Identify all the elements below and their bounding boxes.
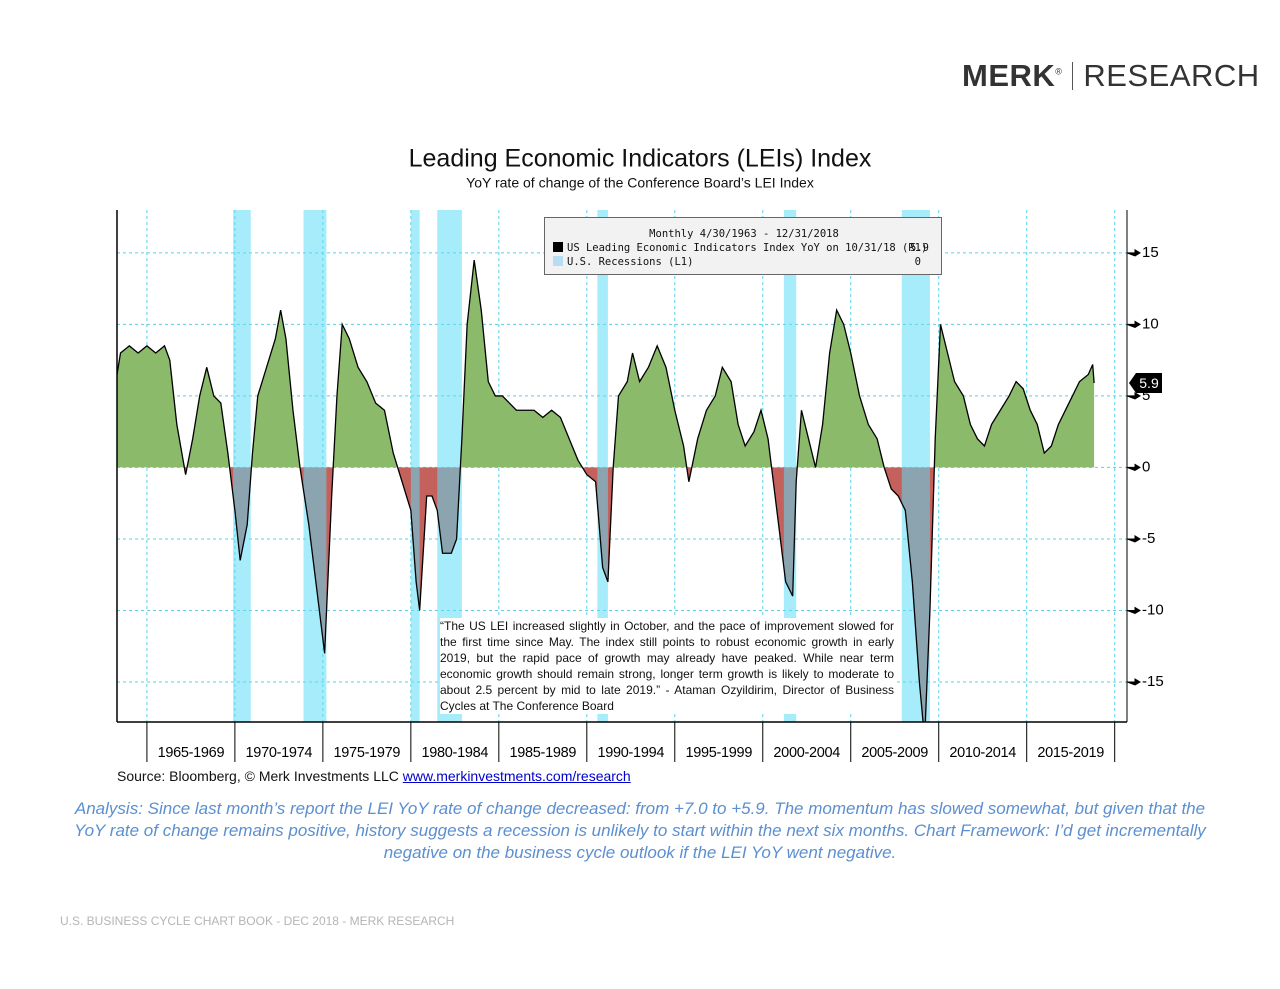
x-tick-label: 1995-1999 [685, 745, 752, 761]
recession-band [597, 210, 608, 722]
y-tick-label: -5 [1142, 530, 1155, 547]
legend-title: Monthly 4/30/1963 - 12/31/2018 [649, 228, 839, 240]
legend-swatch [553, 256, 563, 266]
x-tick-label: 2000-2004 [773, 745, 840, 761]
legend-value: 0 [914, 256, 921, 268]
legend-item: US Leading Economic Indicators Index YoY… [553, 242, 935, 256]
line [117, 259, 1095, 722]
legend-value: 5.9 [910, 242, 929, 254]
logo-right: RESEARCH [1083, 58, 1260, 93]
x-tick-label: 1990-1994 [597, 745, 664, 761]
x-tick-label: 1975-1979 [334, 745, 401, 761]
y-tick-label: 15 [1142, 244, 1159, 261]
recession-band [303, 210, 327, 722]
y-tick-label: -15 [1142, 673, 1164, 690]
footer: U.S. BUSINESS CYCLE CHART BOOK - DEC 201… [60, 914, 455, 928]
source: Source: Bloomberg, © Merk Investments LL… [117, 768, 631, 784]
area-positive [117, 260, 1095, 468]
y-tick-label: -10 [1142, 601, 1164, 618]
annotation: “The US LEI increased slightly in Octobe… [440, 618, 894, 714]
y-tick [1126, 392, 1141, 400]
y-tick [1126, 678, 1141, 686]
axes: -15 -10 -5 0 5 10 15 1965-1969 1970-1974 1975-197… [116, 210, 1164, 762]
legend-item: U.S. Recessions (L1) 0 [553, 256, 935, 270]
y-tick-label: 10 [1142, 315, 1159, 332]
legend-swatch [553, 242, 563, 252]
y-tick [1126, 606, 1141, 614]
recession-band [410, 210, 420, 722]
recession-band [901, 210, 930, 722]
source-link[interactable]: www.merkinvestments.com/research [402, 768, 631, 784]
x-tick-label: 2005-2009 [861, 745, 928, 761]
last-value-label: 5.9 [1139, 375, 1159, 391]
logo: MERK® RESEARCH [962, 58, 1260, 93]
legend-label: U.S. Recessions (L1) [567, 256, 694, 268]
last-value-badge [1129, 373, 1162, 394]
y-tick-label: 0 [1142, 458, 1150, 475]
y-tick [1126, 320, 1141, 328]
x-tick-label: 2015-2019 [1037, 745, 1104, 761]
legend-label: US Leading Economic Indicators Index YoY… [567, 242, 928, 254]
source-text: Source: Bloomberg, © Merk Investments LL… [117, 768, 399, 784]
legend: Monthly 4/30/1963 - 12/31/2018 US Leadin… [544, 217, 942, 275]
y-tick [1126, 535, 1141, 543]
x-tick-label: 1970-1974 [246, 745, 313, 761]
recession-band [233, 210, 251, 722]
chart-title: Leading Economic Indicators (LEIs) Index [409, 145, 872, 173]
x-tick-label: 1965-1969 [158, 745, 225, 761]
logo-left: MERK [962, 58, 1056, 93]
y-tick-label: 5 [1142, 387, 1150, 404]
y-tick [1126, 463, 1141, 471]
x-tick-label: 2010-2014 [949, 745, 1016, 761]
x-tick-label: 1985-1989 [509, 745, 576, 761]
x-tick-label: 1980-1984 [422, 745, 489, 761]
y-tick [1126, 249, 1141, 257]
analysis: Analysis: Since last month’s report the … [74, 799, 1206, 862]
chart-subtitle: YoY rate of change of the Conference Boa… [466, 175, 814, 191]
